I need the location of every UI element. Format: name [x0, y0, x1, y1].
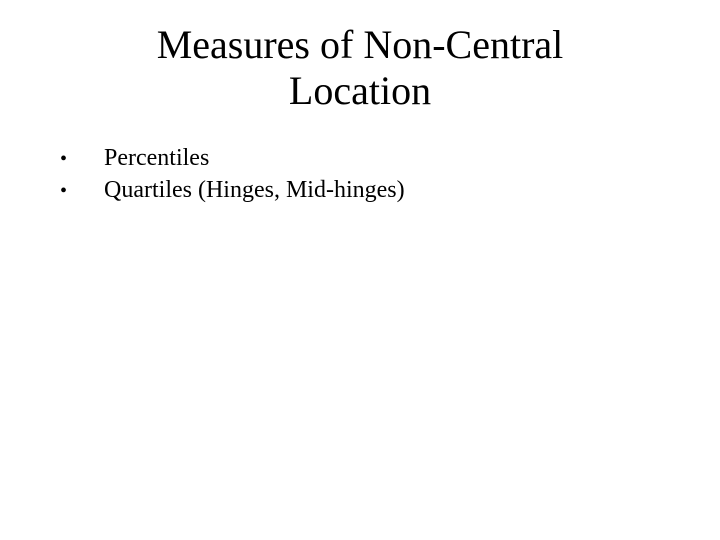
slide-title: Measures of Non-Central Location — [0, 0, 720, 114]
bullet-list: • Percentiles • Quartiles (Hinges, Mid-h… — [0, 142, 720, 207]
list-item: • Percentiles — [60, 142, 720, 174]
bullet-icon: • — [60, 146, 104, 173]
bullet-icon: • — [60, 178, 104, 205]
list-item: • Quartiles (Hinges, Mid-hinges) — [60, 174, 720, 206]
title-line-2: Location — [0, 68, 720, 114]
title-line-1: Measures of Non-Central — [0, 22, 720, 68]
bullet-text: Quartiles (Hinges, Mid-hinges) — [104, 174, 720, 206]
slide: Measures of Non-Central Location • Perce… — [0, 0, 720, 540]
bullet-text: Percentiles — [104, 142, 720, 174]
